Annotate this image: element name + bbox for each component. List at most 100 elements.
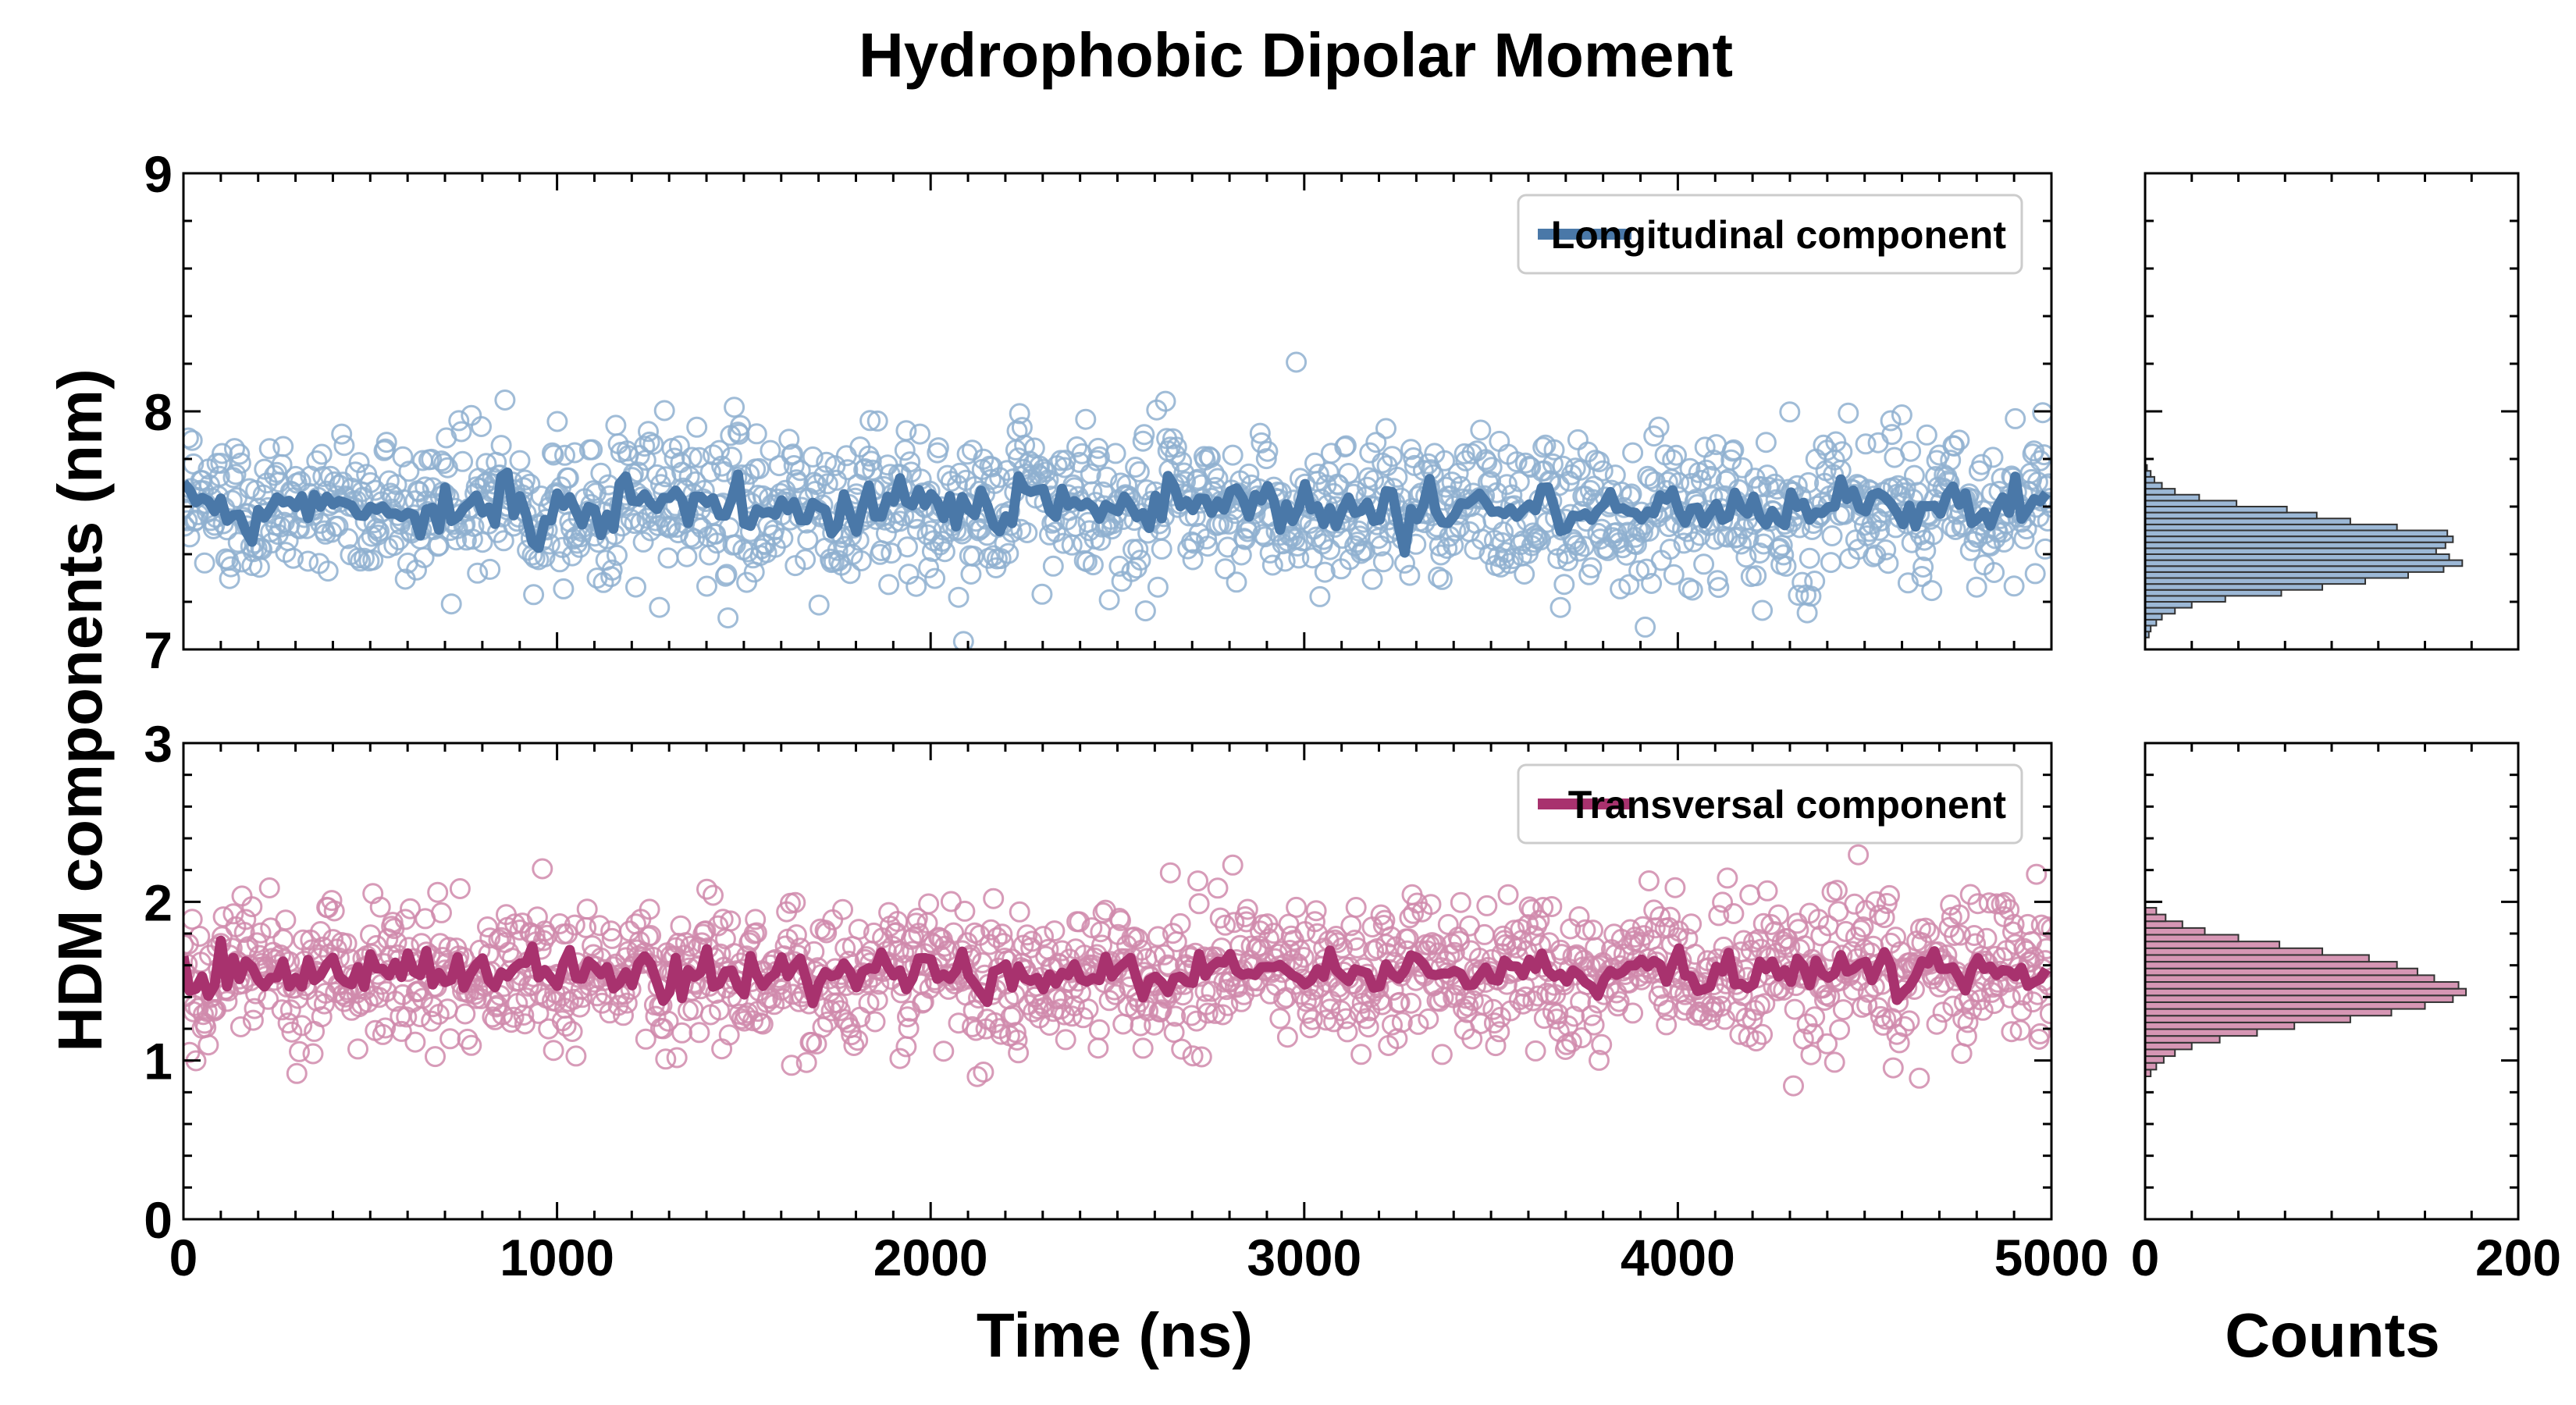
longitudinal-point xyxy=(927,437,949,459)
longitudinal-point xyxy=(860,450,882,472)
y-axis-label: HDM components (nm) xyxy=(45,368,115,1052)
hist-bar xyxy=(2144,589,2282,597)
transversal-point xyxy=(671,1022,693,1044)
transversal-point xyxy=(616,992,638,1014)
transversal-point xyxy=(1589,1049,1610,1071)
transversal-point xyxy=(1754,993,1776,1015)
hist-bar xyxy=(2144,559,2464,567)
y-tick-label: 2 xyxy=(144,873,173,931)
longitudinal-point xyxy=(607,544,628,566)
transversal-point xyxy=(635,1028,656,1050)
transversal-point xyxy=(1389,991,1411,1013)
transversal-point xyxy=(1848,844,1870,866)
transversal-histogram xyxy=(2144,906,2467,1077)
longitudinal-point xyxy=(1662,449,1684,471)
longitudinal-point xyxy=(450,421,472,443)
y-tick-label: 3 xyxy=(144,715,173,773)
longitudinal-point xyxy=(728,423,750,445)
x-tick-label: 5000 xyxy=(1994,1229,2109,1286)
longitudinal-point xyxy=(297,550,319,572)
longitudinal-point xyxy=(1948,429,1970,451)
transversal-point xyxy=(1457,995,1479,1017)
transversal-point xyxy=(1098,990,1120,1012)
longitudinal-point xyxy=(1618,574,1640,596)
transversal-point xyxy=(1236,898,1258,920)
transversal-point xyxy=(1431,1044,1453,1065)
longitudinal-point xyxy=(816,451,838,473)
longitudinal-point xyxy=(899,451,921,473)
transversal-point xyxy=(1767,904,1789,926)
transversal-point xyxy=(1756,880,1778,902)
transversal-point xyxy=(1187,870,1208,892)
longitudinal-point xyxy=(1897,572,1919,594)
x-tick-label: 1000 xyxy=(500,1229,614,1286)
longitudinal-point xyxy=(1922,524,1944,546)
transversal-point xyxy=(1568,906,1590,927)
longitudinal-point xyxy=(1447,462,1469,484)
transversal-point xyxy=(246,932,268,954)
longitudinal-point xyxy=(1514,564,1535,585)
longitudinal-point xyxy=(605,414,627,436)
longitudinal-point xyxy=(850,550,872,571)
longitudinal-point xyxy=(749,457,770,479)
transversal-point xyxy=(1382,1014,1403,1036)
longitudinal-scatter-series xyxy=(183,351,2051,649)
longitudinal-point xyxy=(1481,457,1503,478)
longitudinal-point xyxy=(1255,448,1277,470)
longitudinal-point xyxy=(720,446,742,468)
longitudinal-point xyxy=(1133,424,1155,446)
transversal-point xyxy=(655,1048,677,1070)
transversal-point xyxy=(1159,862,1181,884)
longitudinal-point xyxy=(1838,402,1859,424)
transversal-point xyxy=(1638,870,1660,891)
longitudinal-running-mean-line xyxy=(183,468,2051,558)
transversal-point xyxy=(1462,990,1484,1012)
longitudinal-point xyxy=(639,431,660,453)
longitudinal-point xyxy=(949,462,971,484)
transversal-point xyxy=(322,929,344,951)
longitudinal-point xyxy=(1196,528,1218,550)
longitudinal-point xyxy=(194,552,215,574)
hist-bar xyxy=(2144,1062,2158,1071)
transversal-point xyxy=(1315,1009,1337,1031)
transversal-point xyxy=(336,933,358,955)
longitudinal-point xyxy=(1735,546,1757,568)
transversal-point xyxy=(966,1065,988,1087)
transversal-point xyxy=(384,991,406,1012)
longitudinal-point xyxy=(463,516,485,537)
longitudinal-point xyxy=(461,528,483,550)
transversal-point xyxy=(1957,1012,1979,1033)
longitudinal-point xyxy=(1799,547,1820,569)
transversal-point xyxy=(1894,1016,1916,1037)
transversal-point xyxy=(409,1006,431,1028)
longitudinal-point xyxy=(1820,552,1841,574)
hist-bar xyxy=(2144,974,2435,984)
longitudinal-point xyxy=(1207,468,1229,489)
transversal-point xyxy=(532,930,554,951)
longitudinal-point xyxy=(1703,450,1724,471)
transversal-point xyxy=(1407,1013,1429,1035)
transversal-point xyxy=(1055,1029,1076,1051)
transversal-point xyxy=(1583,1014,1605,1036)
transversal-point xyxy=(1963,925,1985,946)
transversal-point xyxy=(2030,1023,2051,1044)
longitudinal-point xyxy=(582,439,603,461)
transversal-point xyxy=(514,1013,535,1035)
longitudinal-point xyxy=(1527,527,1549,549)
longitudinal-point xyxy=(1031,583,1053,605)
longitudinal-point xyxy=(1365,432,1387,454)
transversal-point xyxy=(1844,893,1866,915)
transversal-point xyxy=(1163,1022,1185,1044)
longitudinal-point xyxy=(553,578,575,599)
transversal-point xyxy=(286,1062,308,1084)
transversal-point xyxy=(250,922,272,944)
longitudinal-point xyxy=(1443,535,1464,557)
transversal-point xyxy=(538,1018,560,1040)
transversal-point xyxy=(1197,1002,1219,1024)
hist-bar xyxy=(2144,1048,2176,1058)
longitudinal-point xyxy=(1752,599,1774,621)
transversal-point xyxy=(2026,863,2048,885)
transversal-point xyxy=(954,900,976,922)
transversal-point xyxy=(720,910,742,932)
longitudinal-point xyxy=(1804,571,1826,592)
